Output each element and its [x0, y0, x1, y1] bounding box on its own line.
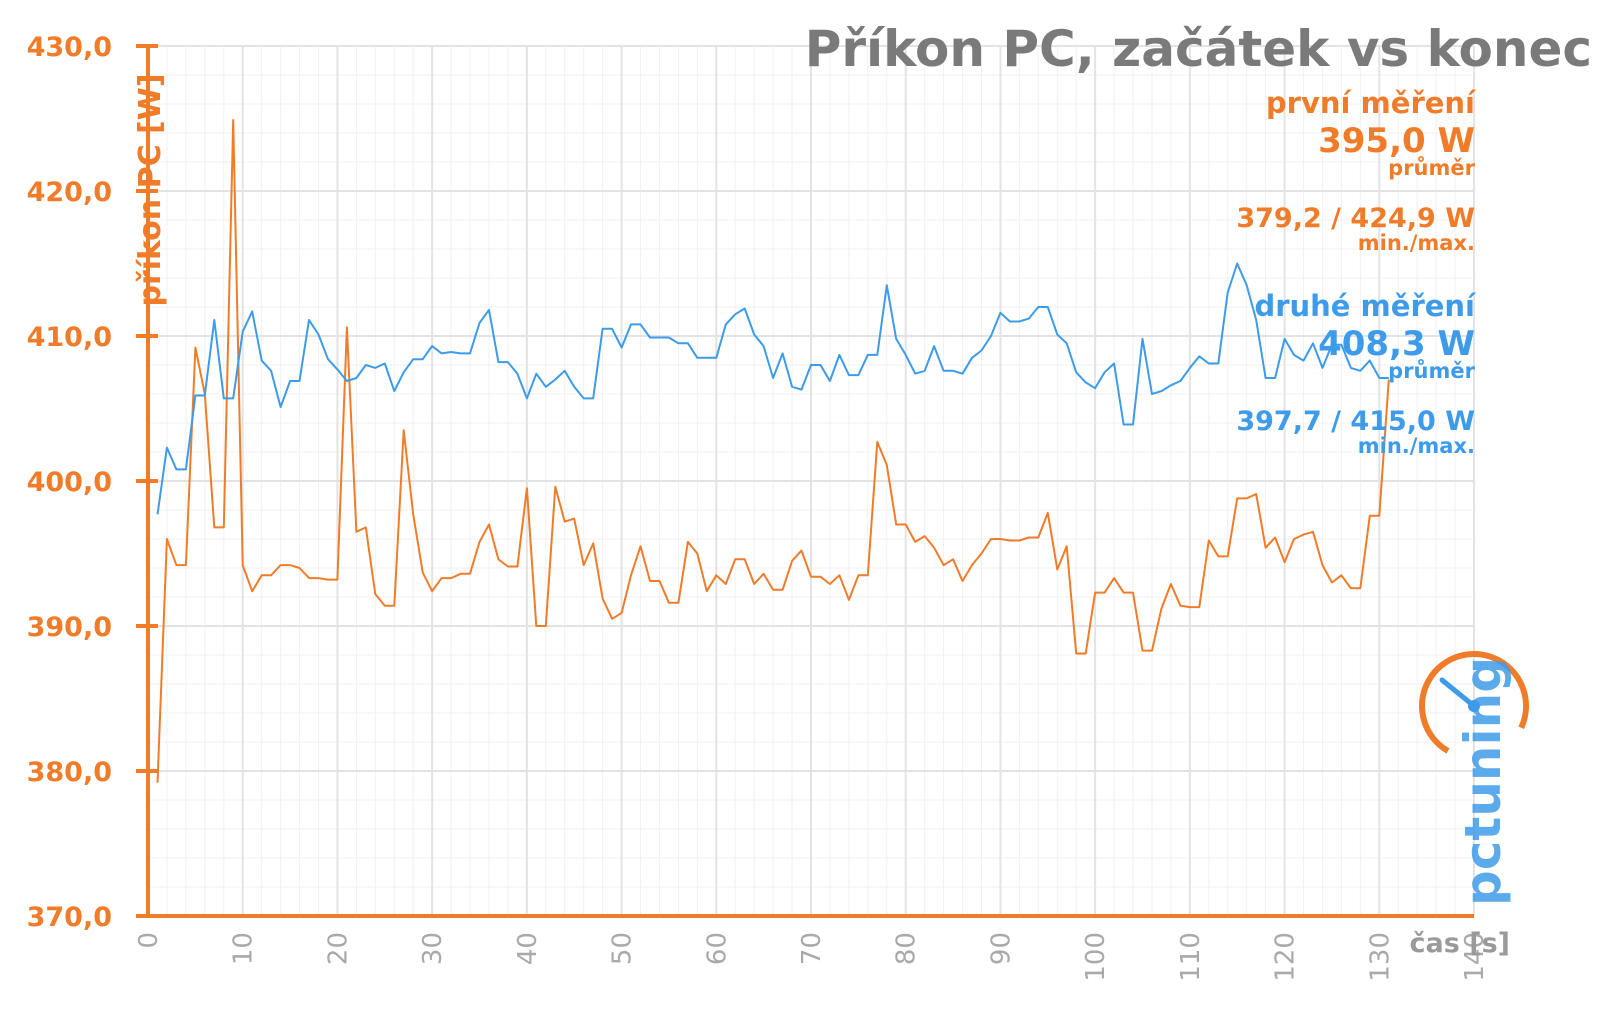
annotation-second-title: druhé měření — [1254, 289, 1477, 323]
logo-text: pctuning — [1454, 657, 1512, 906]
x-tick-label: 70 — [797, 932, 827, 965]
x-tick-label: 120 — [1271, 932, 1301, 982]
chart-title: Příkon PC, začátek vs konec — [805, 20, 1592, 78]
logo-hub-icon — [1468, 700, 1480, 712]
x-tick-label: 130 — [1365, 932, 1395, 982]
annotation-second: druhé měření 408,3 W průměr 397,7 / 415,… — [1236, 289, 1477, 458]
annotation-second-minmax-label: min./max. — [1358, 434, 1475, 458]
x-axis-label: čas [s] — [1410, 928, 1510, 959]
y-tick-labels: 370,0 380,0 390,0 400,0 410,0 420,0 430,0 — [27, 32, 112, 933]
annotation-first-minmax: 379,2 / 424,9 W — [1236, 203, 1475, 234]
x-tick-label: 80 — [892, 932, 922, 965]
y-tick-label: 390,0 — [27, 612, 112, 643]
annotation-first-mean-label: průměr — [1388, 156, 1475, 180]
x-tick-label: 90 — [986, 932, 1016, 965]
x-tick-label: 0 — [134, 932, 164, 949]
logo-gauge-icon — [1419, 651, 1529, 761]
x-tick-label: 10 — [229, 932, 259, 965]
x-tick-label: 50 — [608, 932, 638, 965]
annotation-second-mean-label: průměr — [1388, 359, 1475, 383]
x-tick-label: 30 — [418, 932, 448, 965]
axis-layer — [136, 44, 1474, 918]
series-line-second — [156, 262, 1389, 515]
y-tick-label: 410,0 — [27, 322, 112, 353]
major-gridlines — [147, 45, 1475, 917]
annotation-second-mean: 408,3 W — [1318, 324, 1475, 364]
x-tick-label: 100 — [1081, 932, 1111, 982]
y-axis-label: příkon PC [W] — [133, 73, 168, 306]
pctuning-logo: pctuning — [1419, 651, 1529, 906]
annotation-first-minmax-label: min./max. — [1358, 231, 1475, 255]
y-tick-label: 380,0 — [27, 757, 112, 788]
logo-needle-icon — [1439, 677, 1477, 709]
annotation-first-mean: 395,0 W — [1318, 121, 1475, 161]
series-line-first — [156, 119, 1390, 783]
series-layer — [156, 119, 1390, 783]
x-tick-label: 40 — [513, 932, 543, 965]
x-tick-label: 20 — [323, 932, 353, 965]
x-tick-label: 140 — [1460, 932, 1490, 982]
y-tick-label: 400,0 — [27, 467, 112, 498]
x-tick-labels: 0 10 20 30 40 50 60 70 80 90 100 110 120 130 140 — [134, 932, 1490, 982]
y-tick-label: 430,0 — [27, 32, 112, 63]
annotation-first-title: první měření — [1266, 86, 1477, 120]
x-tick-label: 110 — [1176, 932, 1206, 982]
annotation-first: první měření 395,0 W průměr 379,2 / 424,… — [1236, 86, 1477, 255]
y-tick-label: 420,0 — [27, 177, 112, 208]
annotation-second-minmax: 397,7 / 415,0 W — [1236, 406, 1475, 437]
y-tick-label: 370,0 — [27, 902, 112, 933]
x-tick-label: 60 — [702, 932, 732, 965]
